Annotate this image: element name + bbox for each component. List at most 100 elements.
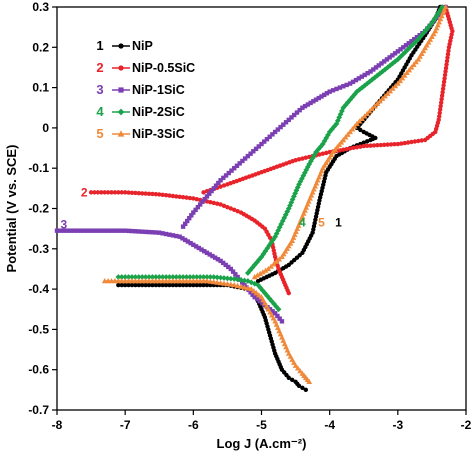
legend-swatch-marker	[118, 87, 124, 93]
series-nip-2sic	[115, 4, 446, 313]
data-point	[112, 190, 118, 195]
data-point	[347, 81, 353, 86]
legend-entry: 1 NiP	[96, 38, 152, 53]
data-point	[150, 230, 155, 235]
data-point	[354, 88, 360, 95]
data-point	[149, 274, 156, 280]
data-point	[344, 82, 349, 88]
data-point	[191, 242, 196, 247]
x-tick-label: -8	[52, 418, 63, 432]
data-point	[356, 76, 362, 81]
data-point	[319, 141, 326, 147]
data-point	[443, 65, 449, 71]
y-tick-label: -0.6	[28, 363, 49, 377]
data-point	[78, 228, 84, 233]
data-point	[406, 67, 413, 73]
data-point	[427, 36, 434, 42]
data-point	[136, 282, 141, 288]
data-point	[216, 180, 221, 186]
data-point	[388, 142, 394, 147]
data-point	[401, 72, 408, 78]
data-point	[438, 100, 444, 105]
data-point	[387, 62, 394, 69]
data-point	[257, 298, 262, 304]
data-point	[163, 231, 169, 237]
data-point	[281, 215, 288, 221]
data-point	[61, 228, 67, 233]
data-point	[256, 144, 261, 149]
data-point	[296, 181, 302, 188]
legend-entry: 5 NiP-3SiC	[96, 126, 184, 141]
data-point	[392, 51, 398, 56]
data-point	[257, 270, 263, 276]
data-point	[328, 151, 335, 157]
y-tick-label: -0.4	[28, 282, 49, 296]
data-point	[234, 163, 240, 168]
data-point	[294, 365, 301, 371]
data-point	[231, 281, 238, 288]
data-point	[316, 95, 321, 101]
data-point	[197, 274, 204, 280]
data-point	[423, 42, 430, 48]
data-point	[217, 274, 224, 281]
data-point	[347, 146, 353, 151]
data-point	[170, 233, 176, 238]
data-point	[82, 228, 87, 233]
data-point	[223, 262, 228, 268]
data-point	[224, 275, 231, 282]
data-point	[191, 282, 196, 288]
data-point	[223, 173, 229, 178]
data-point	[440, 90, 445, 95]
data-point	[296, 157, 302, 162]
data-point	[210, 274, 217, 280]
data-point	[290, 234, 297, 240]
data-point	[142, 274, 149, 280]
data-point	[441, 6, 448, 13]
data-point	[95, 190, 101, 195]
data-point	[238, 283, 244, 289]
data-point	[201, 282, 206, 288]
data-point	[277, 316, 282, 321]
data-point	[245, 270, 251, 276]
data-point	[415, 36, 422, 43]
data-point	[300, 105, 305, 110]
data-point	[433, 25, 440, 31]
data-point	[417, 33, 424, 40]
data-point	[160, 231, 165, 236]
data-point	[430, 17, 437, 24]
data-point	[204, 250, 210, 256]
data-point	[294, 110, 300, 115]
data-point	[187, 282, 193, 288]
data-point	[354, 145, 360, 150]
data-point	[317, 171, 324, 177]
data-point	[225, 204, 230, 210]
data-point	[361, 129, 366, 135]
data-point	[177, 194, 182, 200]
data-point	[133, 229, 138, 234]
data-point	[146, 282, 152, 288]
data-point	[116, 282, 121, 288]
data-point	[289, 237, 296, 243]
data-point	[297, 107, 302, 113]
data-point	[187, 274, 193, 280]
data-point	[260, 301, 265, 306]
series-line-cathodic	[118, 284, 307, 391]
data-point	[444, 62, 449, 67]
data-point	[439, 96, 444, 102]
data-point	[305, 102, 311, 107]
data-point	[195, 204, 201, 210]
data-point	[232, 166, 237, 171]
data-point	[126, 228, 131, 234]
data-point	[291, 231, 298, 237]
data-point	[308, 100, 313, 106]
data-point	[191, 196, 196, 201]
data-point	[430, 30, 437, 37]
data-point	[207, 191, 212, 196]
y-tick-label: 0.1	[32, 81, 49, 95]
data-point	[324, 150, 329, 156]
y-axis-title: Potential (V vs. SCE)	[4, 145, 19, 273]
data-point	[119, 190, 124, 195]
data-point	[250, 292, 255, 297]
data-point	[220, 260, 226, 266]
